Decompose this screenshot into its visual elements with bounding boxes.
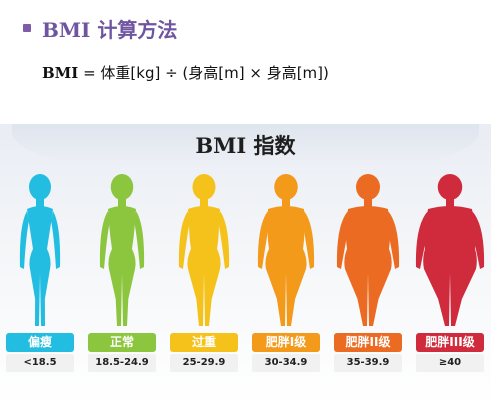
figure-body [27, 206, 53, 326]
body-figure-normal [99, 174, 145, 326]
figure-right-arm [386, 211, 400, 269]
figure-head [274, 174, 298, 200]
category-range: <18.5 [6, 354, 74, 372]
figure-body [423, 206, 477, 326]
figure-right-arm [51, 211, 61, 269]
header: BMI 计算方法 BMI = 体重[kg] ÷ (身高[m] × 身高[m]) [0, 0, 491, 120]
category-obese-1: 肥胖I级 30-34.9 [248, 171, 324, 413]
category-obese-3: 肥胖III级 ≥40 [412, 171, 488, 413]
category-range: 30-34.9 [252, 354, 320, 372]
category-overweight: 过重 25-29.9 [166, 171, 242, 413]
figure-neck [446, 197, 454, 207]
formula-label: BMI [42, 64, 79, 82]
figure-left-arm [99, 211, 110, 269]
figure-neck [364, 197, 372, 207]
index-banner: BMI 指数 [12, 124, 479, 170]
figure-head [110, 174, 134, 200]
bmi-formula: BMI = 体重[kg] ÷ (身高[m] × 身高[m]) [42, 62, 329, 83]
figure-head [356, 174, 380, 200]
formula-expression: = 体重[kg] ÷ (身高[m] × 身高[m]) [78, 64, 329, 82]
figure-neck [118, 197, 126, 207]
body-figure-overweight [178, 174, 230, 326]
category-range: 25-29.9 [170, 354, 238, 372]
body-figure-obese-3 [415, 174, 485, 326]
category-label: 肥胖II级 [334, 333, 402, 352]
figure-right-arm [470, 211, 485, 269]
category-range: 35-39.9 [334, 354, 402, 372]
category-range: 18.5-24.9 [88, 354, 156, 372]
figure-right-arm [218, 211, 230, 269]
figure-body [265, 206, 307, 326]
figure-left-arm [336, 211, 350, 269]
page-title: BMI 计算方法 [42, 18, 178, 42]
category-obese-2: 肥胖II级 35-39.9 [330, 171, 406, 413]
category-label: 肥胖I级 [252, 333, 320, 352]
category-label: 肥胖III级 [416, 333, 484, 352]
figure-right-arm [302, 211, 315, 269]
category-normal: 正常 18.5-24.9 [84, 171, 160, 413]
figure-head [437, 174, 463, 200]
body-figure-thin [19, 174, 61, 326]
body-figure-obese-1 [257, 174, 315, 326]
category-label: 正常 [88, 333, 156, 352]
figure-head [192, 174, 216, 200]
figure-neck [282, 197, 290, 207]
figure-body [108, 206, 136, 326]
figure-left-arm [415, 211, 430, 269]
figure-neck [200, 197, 208, 207]
figure-left-arm [178, 211, 190, 269]
category-label: 过重 [170, 333, 238, 352]
title-bullet [23, 24, 31, 32]
figure-right-arm [134, 211, 145, 269]
index-banner-title: BMI 指数 [195, 133, 296, 158]
figure-body [187, 206, 221, 326]
figure-left-arm [257, 211, 270, 269]
bmi-index-panel: BMI 指数 偏瘦 <18.5 正常 18.5-24.9 过重 25-29.9 … [0, 124, 491, 405]
category-label: 偏瘦 [6, 333, 74, 352]
category-range: ≥40 [416, 354, 484, 372]
figure-neck [36, 197, 44, 207]
figure-left-arm [19, 211, 29, 269]
figure-head [29, 174, 51, 200]
category-thin: 偏瘦 <18.5 [2, 171, 78, 413]
figure-body [344, 206, 392, 326]
body-figure-obese-2 [336, 174, 400, 326]
